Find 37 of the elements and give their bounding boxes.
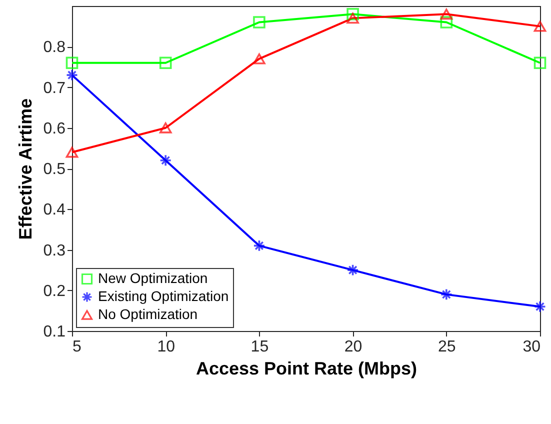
point: [346, 264, 359, 276]
x-axis-title: Access Point Rate (Mbps): [196, 358, 418, 378]
point: [534, 56, 546, 70]
y-tick-label: 0.3: [43, 242, 66, 260]
x-tick-label: 30: [522, 338, 541, 356]
point: [159, 154, 172, 167]
y-axis-title: Effective Airtime: [15, 98, 36, 240]
point: [66, 68, 78, 82]
point: [159, 122, 172, 134]
y-tick-label: 0.2: [43, 282, 66, 300]
x-tick-label: 15: [250, 338, 269, 356]
y-tick-label: 0.4: [43, 202, 66, 219]
legend-label: Existing Optimization: [98, 288, 229, 304]
point: [440, 16, 453, 28]
point: [346, 8, 359, 20]
point: [534, 300, 546, 313]
legend-label: New Optimization: [98, 270, 208, 286]
point: [440, 288, 453, 301]
point: [253, 53, 266, 64]
point: [159, 56, 172, 70]
y-tick-label: 0.5: [43, 161, 66, 178]
point: [440, 8, 453, 20]
y-tick-label: 0.8: [43, 39, 66, 56]
x-tick-label: 20: [344, 338, 362, 356]
point: [346, 12, 359, 24]
y-tick-label: 0.6: [43, 120, 66, 138]
point: [534, 20, 546, 32]
x-tick-label: 5: [72, 338, 82, 356]
y-tick-label: 0.7: [43, 80, 66, 97]
point: [253, 16, 266, 28]
point: [66, 146, 78, 158]
legend-label: No Optimization: [98, 306, 198, 322]
x-tick-label: 25: [438, 338, 456, 356]
y-tick-label: 0.1: [43, 324, 66, 340]
point: [253, 240, 266, 252]
point: [66, 56, 78, 70]
x-tick-label: 10: [157, 338, 176, 356]
